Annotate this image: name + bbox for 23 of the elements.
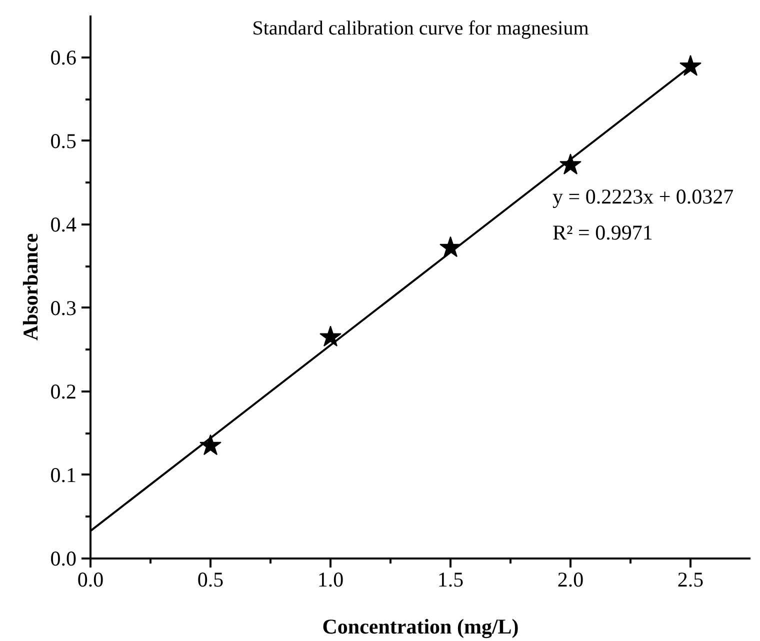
y-tick-label: 0.1 xyxy=(50,462,76,487)
y-tick-label: 0.0 xyxy=(50,546,76,570)
point xyxy=(200,434,222,456)
x-tick-label: 0.5 xyxy=(197,568,224,592)
point xyxy=(680,54,702,76)
point xyxy=(440,236,462,258)
point xyxy=(320,326,342,347)
y-tick-label: 0.5 xyxy=(50,128,76,153)
x-axis-title: Concentration (mg/L) xyxy=(322,614,519,638)
y-tick-label: 0.2 xyxy=(50,379,76,404)
y-tick-label: 0.3 xyxy=(50,296,76,320)
annotation: R² = 0.9971 xyxy=(552,220,653,244)
chart-title: Standard calibration curve for magnesium xyxy=(252,18,590,40)
y-tick-label: 0.6 xyxy=(50,45,76,70)
x-tick-label: 1.5 xyxy=(437,568,464,592)
x-tick-label: 1.0 xyxy=(317,568,344,592)
x-tick-label: 0.0 xyxy=(77,568,104,592)
y-tick-label: 0.4 xyxy=(50,212,77,236)
y-axis-title: Absorbance xyxy=(18,233,42,341)
x-tick-label: 2.0 xyxy=(557,568,584,592)
point xyxy=(560,154,582,174)
x-tick-label: 2.5 xyxy=(677,568,704,592)
annotation: y = 0.2223x + 0.0327 xyxy=(552,184,734,208)
